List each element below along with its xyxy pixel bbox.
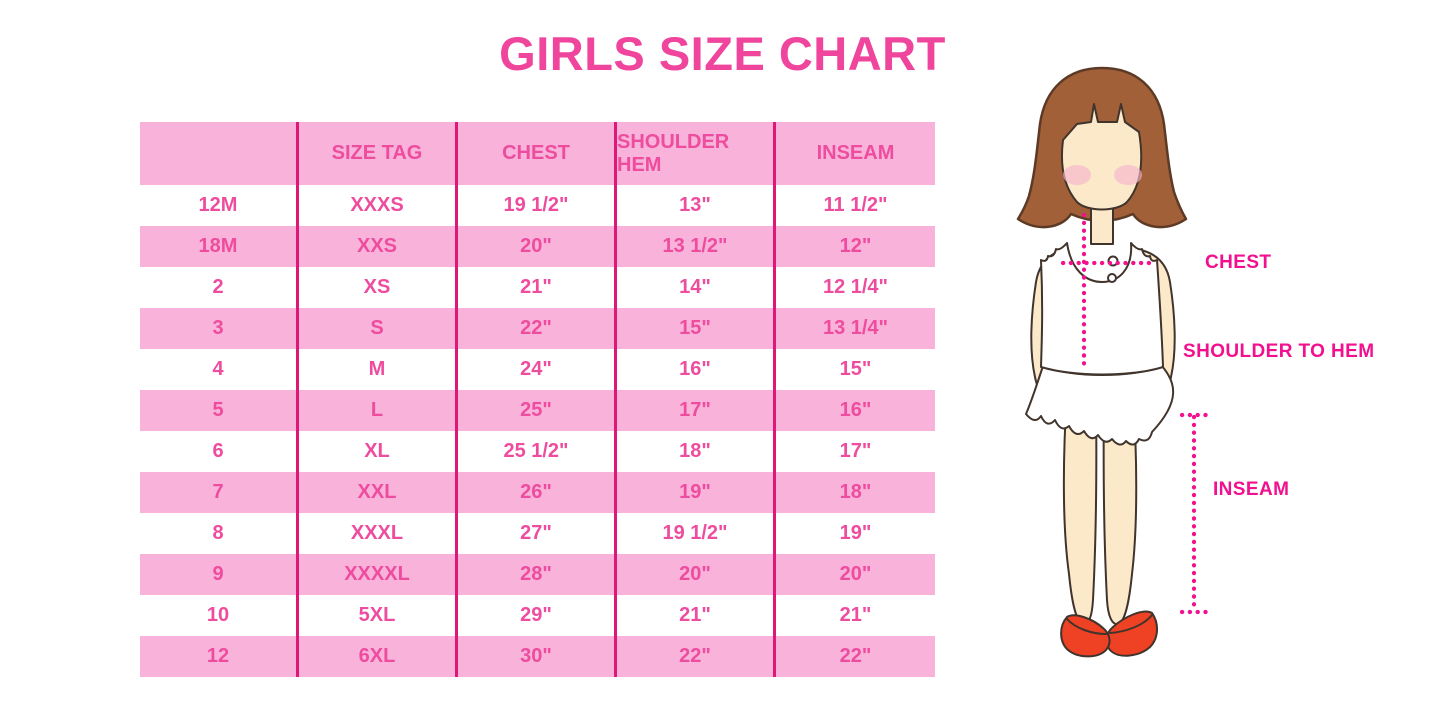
- table-cell: 16": [839, 399, 872, 421]
- right-shoe-strap: [1109, 614, 1153, 634]
- table-cell: 16": [617, 349, 776, 390]
- size-cell: 4: [140, 349, 299, 390]
- table-cell: XXXL: [299, 513, 458, 554]
- table-cell: XL: [299, 431, 458, 472]
- top: [1040, 242, 1164, 376]
- table-cell: 21": [617, 595, 776, 636]
- table-row-9: 9 XXXXL 28" 20" 20": [140, 554, 935, 595]
- table-header-row: SIZE TAG CHEST SHOULDER HEM INSEAM: [140, 122, 935, 185]
- table-cell: 19 1/2": [458, 185, 617, 226]
- table-cell: XXL: [299, 472, 458, 513]
- table-cell: 18": [839, 481, 872, 503]
- table-cell: 25": [458, 390, 617, 431]
- table-cell: 22": [839, 645, 872, 667]
- table-cell: XXXXL: [299, 554, 458, 595]
- size-cell: 12M: [140, 185, 299, 226]
- column-header-inseam: INSEAM: [816, 142, 895, 164]
- table-row-8: 8 XXXL 27" 19 1/2" 19": [140, 513, 935, 554]
- table-cell: 20": [458, 226, 617, 267]
- size-cell: 5: [140, 390, 299, 431]
- table-cell: 20": [839, 563, 872, 585]
- table-cell: 15": [839, 358, 872, 380]
- table-cell: 14": [617, 267, 776, 308]
- table-row-6: 6 XL 25 1/2" 18" 17": [140, 431, 935, 472]
- size-cell: 10: [140, 595, 299, 636]
- size-cell: 12: [140, 636, 299, 677]
- table-cell: 18": [617, 431, 776, 472]
- table-cell: 17": [617, 390, 776, 431]
- table-row-3: 3 S 22" 15" 13 1/4": [140, 308, 935, 349]
- inseam-label: INSEAM: [1213, 479, 1290, 500]
- table-cell: XXXS: [299, 185, 458, 226]
- table-cell: 19": [839, 522, 872, 544]
- size-cell: 8: [140, 513, 299, 554]
- table-cell: 24": [458, 349, 617, 390]
- table-row-10: 10 5XL 29" 21" 21": [140, 595, 935, 636]
- left-shoe-strap: [1066, 618, 1107, 635]
- size-cell: 9: [140, 554, 299, 595]
- table-cell: 13 1/2": [617, 226, 776, 267]
- size-cell: 6: [140, 431, 299, 472]
- table-cell: 12": [839, 235, 872, 257]
- table-row-5: 5 L 25" 17" 16": [140, 390, 935, 431]
- shoulder-to-hem-label: SHOULDER TO HEM: [1183, 341, 1375, 362]
- table-cell: 27": [458, 513, 617, 554]
- column-header-size-tag: SIZE TAG: [299, 122, 458, 185]
- table-cell: 12 1/4": [822, 276, 889, 298]
- girl-measurement-illustration: [1016, 66, 1209, 658]
- table-row-12m: 12M XXXS 19 1/2" 13" 11 1/2": [140, 185, 935, 226]
- table-row-12: 12 6XL 30" 22" 22": [140, 636, 935, 677]
- table-cell: S: [299, 308, 458, 349]
- table-cell: 17": [839, 440, 872, 462]
- table-cell: 19 1/2": [617, 513, 776, 554]
- table-cell: 22": [458, 308, 617, 349]
- size-cell: 18M: [140, 226, 299, 267]
- table-cell: 21": [839, 604, 872, 626]
- column-header-chest: CHEST: [458, 122, 617, 185]
- skirt: [1025, 365, 1175, 446]
- table-cell: 6XL: [299, 636, 458, 677]
- table-cell: 25 1/2": [458, 431, 617, 472]
- table-cell: 20": [617, 554, 776, 595]
- table-cell: 5XL: [299, 595, 458, 636]
- table-cell: 29": [458, 595, 617, 636]
- column-header-blank: [140, 122, 299, 185]
- top-button-2: [1107, 273, 1117, 283]
- table-cell: 30": [458, 636, 617, 677]
- column-header-shoulder-hem: SHOULDER HEM: [617, 122, 776, 185]
- right-blush: [1114, 165, 1142, 185]
- size-cell: 3: [140, 308, 299, 349]
- table-cell: XS: [299, 267, 458, 308]
- size-cell: 7: [140, 472, 299, 513]
- chest-label: CHEST: [1205, 252, 1272, 273]
- table-cell: 21": [458, 267, 617, 308]
- table-cell: 15": [617, 308, 776, 349]
- table-cell: 22": [617, 636, 776, 677]
- table-row-4: 4 M 24" 16" 15": [140, 349, 935, 390]
- table-cell: 13": [617, 185, 776, 226]
- table-body: 12M XXXS 19 1/2" 13" 11 1/2" 18M XXS 20" 13 1/2"…: [140, 185, 935, 677]
- table-row-18m: 18M XXS 20" 13 1/2" 12": [140, 226, 935, 267]
- left-blush: [1063, 165, 1091, 185]
- table-cell: XXS: [299, 226, 458, 267]
- table-row-7: 7 XXL 26" 19" 18": [140, 472, 935, 513]
- size-chart-table: SIZE TAG CHEST SHOULDER HEM INSEAM 12M XXXS 1…: [140, 122, 935, 677]
- size-cell: 2: [140, 267, 299, 308]
- table-cell: L: [299, 390, 458, 431]
- page-title: GIRLS SIZE CHART: [499, 27, 946, 80]
- table-cell: M: [299, 349, 458, 390]
- table-cell: 19": [617, 472, 776, 513]
- table-cell: 11 1/2": [823, 194, 888, 216]
- table-cell: 26": [458, 472, 617, 513]
- table-cell: 28": [458, 554, 617, 595]
- table-cell: 13 1/4": [822, 317, 889, 339]
- table-row-2: 2 XS 21" 14" 12 1/4": [140, 267, 935, 308]
